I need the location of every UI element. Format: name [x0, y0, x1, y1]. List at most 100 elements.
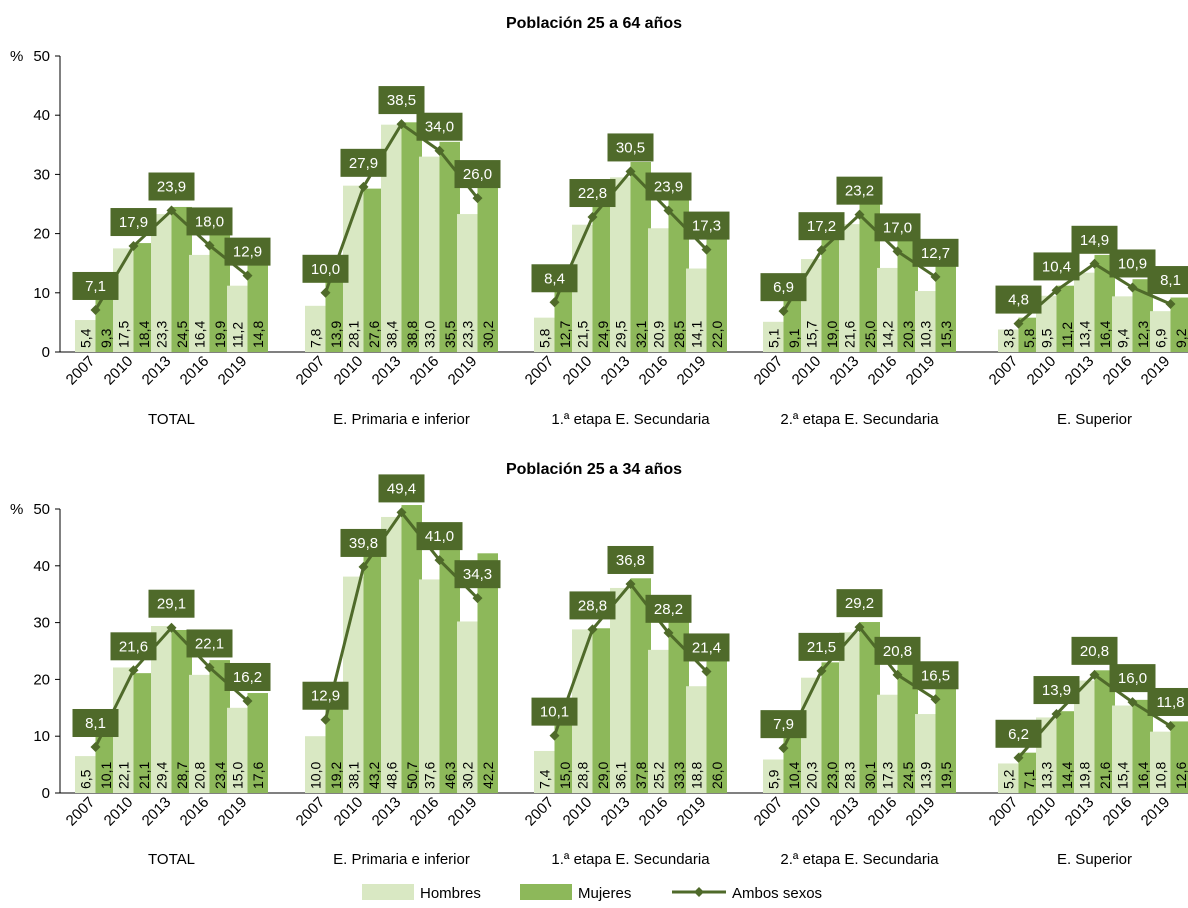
x-tick-label: 2007: [751, 794, 787, 830]
x-tick-label: 2013: [827, 353, 863, 389]
bar-value-label-hombres: 9,4: [1114, 328, 1130, 348]
bar-value-label-mujeres: 13,9: [328, 321, 344, 348]
bar-hombres: [419, 579, 440, 793]
bar-value-label-mujeres: 9,2: [1173, 328, 1188, 348]
group-label: TOTAL: [148, 411, 195, 428]
ambos-value-label: 4,8: [1008, 292, 1029, 309]
bar-value-label-hombres: 13,3: [1038, 762, 1054, 789]
bar-value-label-hombres: 3,8: [1000, 328, 1016, 348]
bar-value-label-mujeres: 29,0: [595, 762, 611, 789]
ambos-value-label: 12,9: [311, 688, 340, 705]
x-tick-label: 2010: [101, 353, 137, 389]
bar-mujeres: [478, 553, 499, 793]
bar-value-label-mujeres: 11,2: [1059, 322, 1075, 348]
group-label: 2.ª etapa E. Secundaria: [780, 851, 939, 868]
bar-value-label-mujeres: 28,5: [671, 321, 687, 348]
bar-value-label-mujeres: 32,1: [633, 321, 649, 348]
bar-value-label-hombres: 14,1: [688, 321, 704, 348]
x-tick-label: 2016: [177, 794, 213, 830]
bar-value-label-hombres: 20,3: [803, 762, 819, 789]
y-tick-label: 30: [33, 615, 50, 632]
ambos-value-label: 20,8: [1080, 643, 1109, 660]
ambos-value-label: 21,4: [692, 639, 721, 656]
x-tick-label: 2016: [407, 353, 443, 389]
bar-value-label-hombres: 29,5: [612, 321, 628, 348]
y-tick-label: 50: [33, 501, 50, 518]
y-tick-label: 0: [42, 785, 50, 802]
x-tick-label: 2019: [445, 794, 481, 830]
x-tick-label: 2019: [903, 794, 939, 830]
ambos-value-label: 38,5: [387, 92, 416, 109]
bar-value-label-mujeres: 30,2: [480, 321, 496, 348]
ambos-value-label: 29,1: [157, 596, 186, 613]
bar-value-label-hombres: 5,1: [765, 328, 781, 348]
bar-value-label-mujeres: 9,3: [98, 328, 114, 348]
x-tick-label: 2016: [177, 353, 213, 389]
x-tick-label: 2010: [1024, 794, 1060, 830]
ambos-value-label: 17,9: [119, 214, 148, 231]
y-tick-label: 20: [33, 671, 50, 688]
x-tick-label: 2010: [331, 353, 367, 389]
bar-value-label-mujeres: 46,3: [442, 762, 458, 789]
ambos-value-label: 23,2: [845, 183, 874, 200]
ambos-value-label: 13,9: [1042, 682, 1071, 699]
ambos-value-label: 10,9: [1118, 255, 1147, 272]
ambos-value-label: 17,0: [883, 219, 912, 236]
bar-value-label-hombres: 29,4: [153, 762, 169, 789]
x-tick-label: 2019: [903, 353, 939, 389]
bar-value-label-hombres: 15,7: [803, 321, 819, 348]
x-tick-label: 2019: [445, 353, 481, 389]
bar-value-label-mujeres: 19,9: [212, 321, 228, 348]
bar-value-label-mujeres: 9,1: [786, 328, 802, 348]
bar-value-label-mujeres: 25,0: [862, 321, 878, 348]
bar-value-label-hombres: 19,8: [1076, 762, 1092, 789]
x-tick-label: 2016: [865, 353, 901, 389]
legend-label-mujeres: Mujeres: [578, 885, 631, 902]
bar-value-label-mujeres: 28,7: [174, 762, 190, 789]
bar-value-label-mujeres: 19,0: [824, 321, 840, 348]
group-label: TOTAL: [148, 851, 195, 868]
bar-value-label-mujeres: 35,5: [442, 321, 458, 348]
ambos-value-label: 34,3: [463, 566, 492, 583]
ambos-value-label: 21,5: [807, 639, 836, 656]
bar-value-label-mujeres: 7,1: [1021, 769, 1037, 789]
ambos-value-label: 27,9: [349, 155, 378, 172]
bar-value-label-mujeres: 24,5: [174, 321, 190, 348]
bar-value-label-hombres: 38,4: [383, 321, 399, 348]
ambos-value-label: 29,2: [845, 595, 874, 612]
x-tick-label: 2016: [636, 353, 672, 389]
bar-value-label-hombres: 16,4: [191, 321, 207, 348]
bar-value-label-hombres: 28,3: [841, 762, 857, 789]
group-label: E. Primaria e inferior: [333, 411, 470, 428]
group-label: E. Superior: [1057, 851, 1132, 868]
x-tick-label: 2019: [674, 353, 710, 389]
x-tick-label: 2013: [827, 794, 863, 830]
bar-value-label-hombres: 21,5: [574, 321, 590, 348]
bar-value-label-hombres: 7,8: [307, 328, 323, 348]
bar-value-label-hombres: 36,1: [612, 762, 628, 789]
bar-value-label-mujeres: 16,4: [1135, 762, 1151, 789]
bar-value-label-hombres: 20,9: [650, 321, 666, 348]
x-tick-label: 2010: [101, 794, 137, 830]
bar-value-label-hombres: 14,2: [879, 321, 895, 348]
bar-value-label-mujeres: 17,6: [250, 762, 266, 789]
x-tick-label: 2019: [674, 794, 710, 830]
ambos-value-label: 16,5: [921, 667, 950, 684]
bar-value-label-mujeres: 15,3: [938, 321, 954, 348]
bar-value-label-mujeres: 24,9: [595, 321, 611, 348]
ambos-value-label: 12,7: [921, 245, 950, 262]
bar-value-label-hombres: 10,3: [917, 321, 933, 348]
x-tick-label: 2007: [522, 353, 558, 389]
bar-value-label-hombres: 5,4: [77, 328, 93, 348]
bar-value-label-hombres: 10,0: [307, 762, 323, 789]
bar-value-label-mujeres: 12,3: [1135, 321, 1151, 348]
bar-value-label-hombres: 33,0: [421, 321, 437, 348]
x-tick-label: 2019: [215, 353, 251, 389]
bar-value-label-hombres: 9,5: [1038, 328, 1054, 348]
chart-title-p1: Población 25 a 34 años: [506, 461, 682, 478]
x-tick-label: 2007: [986, 794, 1022, 830]
ambos-value-label: 6,2: [1008, 726, 1029, 743]
bar-value-label-hombres: 21,6: [841, 321, 857, 348]
x-tick-label: 2010: [560, 794, 596, 830]
y-axis-unit: %: [10, 48, 23, 65]
